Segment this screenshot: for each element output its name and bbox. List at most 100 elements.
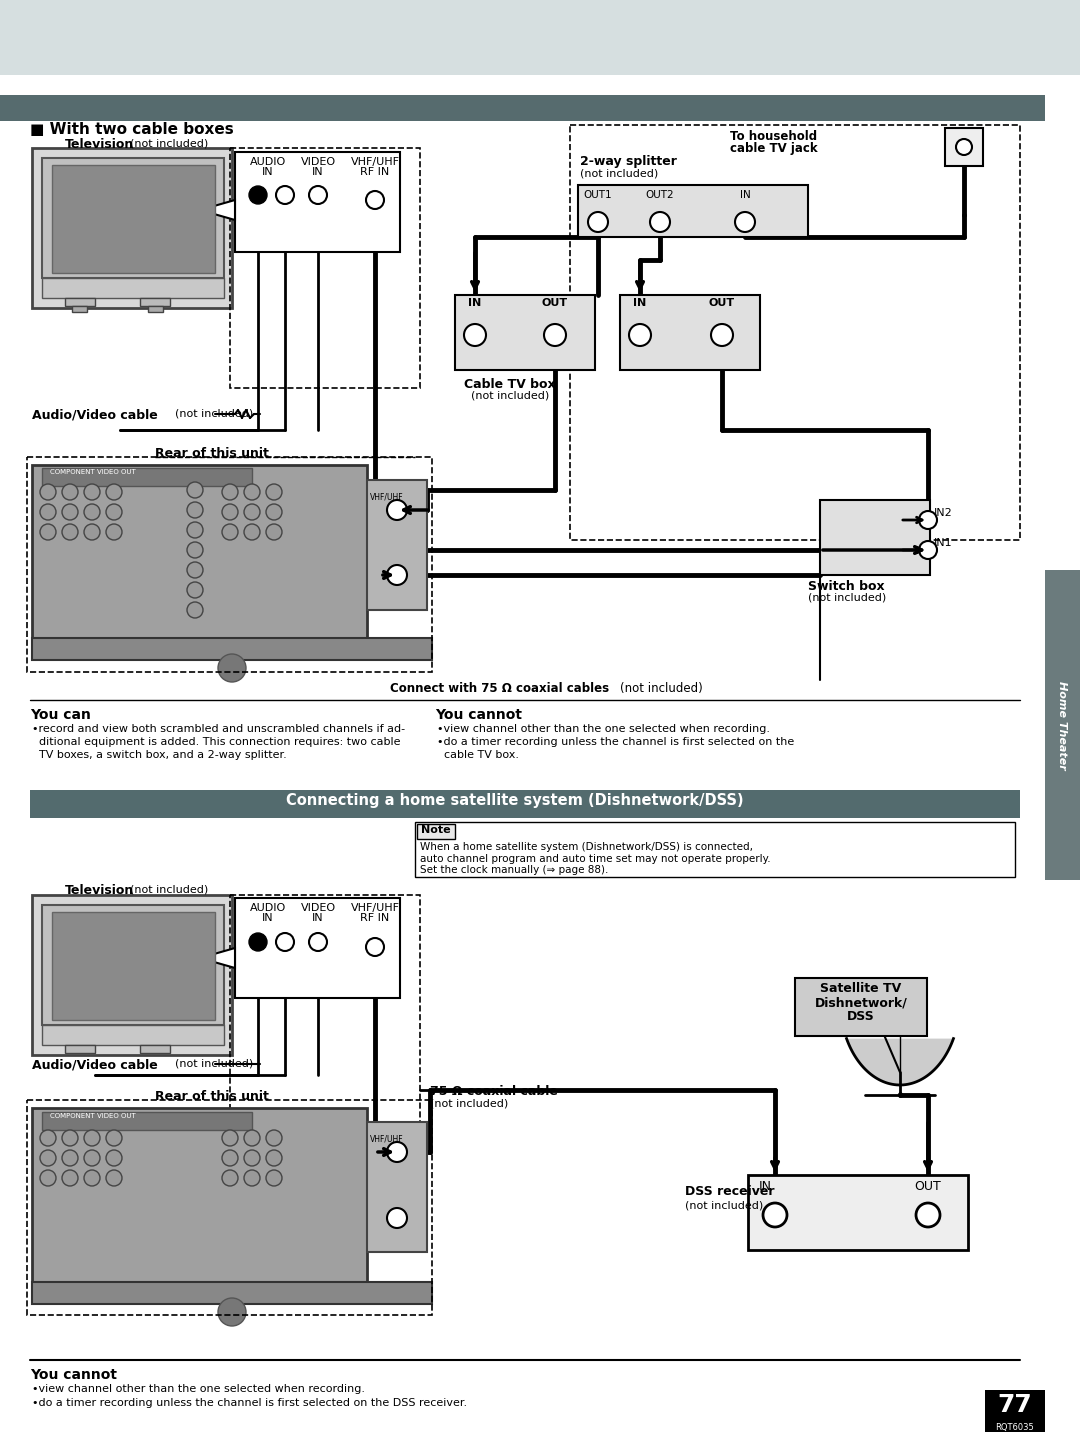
Bar	[578, 184, 808, 236]
Text: VIDEO: VIDEO	[300, 904, 336, 914]
Text: Television: Television	[65, 138, 134, 151]
Bar	[367, 1123, 427, 1252]
Circle shape	[956, 138, 972, 156]
Bar	[65, 1045, 95, 1053]
Circle shape	[106, 1170, 122, 1186]
Text: OUT: OUT	[915, 1180, 942, 1193]
Circle shape	[711, 324, 733, 346]
Circle shape	[266, 525, 282, 540]
Text: Switch box: Switch box	[808, 579, 885, 594]
Bar	[32, 638, 432, 660]
Bar	[42, 468, 252, 486]
Text: When a home satellite system (Dishnetwork/DSS) is connected,
auto channel progra: When a home satellite system (Dishnetwor…	[420, 842, 771, 875]
Circle shape	[40, 484, 56, 500]
Text: COMPONENT VIDEO OUT: COMPONENT VIDEO OUT	[50, 1112, 136, 1120]
Bar	[32, 148, 232, 308]
Circle shape	[387, 1143, 407, 1161]
Text: RF IN: RF IN	[361, 167, 390, 177]
Circle shape	[222, 1150, 238, 1166]
Bar	[230, 148, 420, 388]
Text: Audio/Video cable: Audio/Video cable	[32, 408, 158, 421]
Circle shape	[244, 484, 260, 500]
Text: COMPONENT VIDEO OUT: COMPONENT VIDEO OUT	[50, 468, 136, 476]
Circle shape	[735, 212, 755, 232]
Bar	[0, 0, 1080, 75]
Bar	[945, 128, 983, 166]
Circle shape	[187, 501, 203, 517]
Text: You cannot: You cannot	[435, 708, 522, 722]
Bar	[985, 1391, 1045, 1432]
Text: IN: IN	[312, 914, 324, 924]
Text: AUDIO: AUDIO	[249, 157, 286, 167]
Text: Connecting a home satellite system (Dishnetwork/DSS): Connecting a home satellite system (Dish…	[286, 793, 744, 808]
Circle shape	[387, 500, 407, 520]
Circle shape	[84, 1150, 100, 1166]
Circle shape	[84, 504, 100, 520]
Text: RF IN: RF IN	[361, 914, 390, 924]
Circle shape	[84, 1130, 100, 1146]
Circle shape	[916, 1203, 940, 1226]
Bar	[32, 1108, 367, 1282]
Bar	[140, 1045, 170, 1053]
Circle shape	[106, 1150, 122, 1166]
Circle shape	[187, 542, 203, 558]
Circle shape	[218, 654, 246, 682]
Text: Home Theater: Home Theater	[1057, 680, 1067, 769]
Text: •do a timer recording unless the channel is first selected on the: •do a timer recording unless the channel…	[437, 736, 794, 746]
Circle shape	[40, 1170, 56, 1186]
Bar	[30, 790, 1020, 818]
Text: 75 Ω coaxial cable: 75 Ω coaxial cable	[430, 1085, 558, 1098]
Circle shape	[187, 602, 203, 618]
Bar	[52, 912, 215, 1020]
Bar	[235, 151, 400, 252]
Circle shape	[40, 1150, 56, 1166]
Text: Connect with 75 Ω coaxial cables: Connect with 75 Ω coaxial cables	[391, 682, 609, 695]
Text: TV boxes, a switch box, and a 2-way splitter.: TV boxes, a switch box, and a 2-way spli…	[32, 749, 287, 759]
Circle shape	[40, 504, 56, 520]
Circle shape	[762, 1203, 787, 1226]
Polygon shape	[847, 1039, 954, 1085]
Text: DSS: DSS	[847, 1010, 875, 1023]
Text: (not included): (not included)	[808, 594, 887, 602]
Circle shape	[40, 525, 56, 540]
Circle shape	[266, 1130, 282, 1146]
Bar	[417, 824, 455, 839]
Text: (not included): (not included)	[580, 169, 658, 179]
Text: (not included): (not included)	[130, 138, 208, 148]
Text: (not included): (not included)	[175, 408, 253, 418]
Bar	[42, 1112, 252, 1130]
Text: IN1: IN1	[934, 537, 953, 548]
Bar	[570, 125, 1020, 540]
Text: DSS receiver: DSS receiver	[685, 1185, 774, 1197]
Text: (not included): (not included)	[620, 682, 703, 695]
Text: Dishnetwork/: Dishnetwork/	[814, 996, 907, 1009]
Bar	[140, 298, 170, 305]
Circle shape	[366, 938, 384, 955]
Text: Rear of this unit: Rear of this unit	[156, 447, 269, 460]
Circle shape	[244, 1130, 260, 1146]
Circle shape	[276, 932, 294, 951]
Circle shape	[919, 540, 937, 559]
Text: IN2: IN2	[934, 509, 953, 517]
Bar	[27, 457, 432, 672]
Text: (not included): (not included)	[430, 1098, 509, 1108]
Circle shape	[266, 1150, 282, 1166]
Circle shape	[62, 504, 78, 520]
Bar	[42, 159, 224, 278]
Text: To household: To household	[730, 130, 818, 143]
Text: •view channel other than the one selected when recording.: •view channel other than the one selecte…	[32, 1383, 365, 1393]
Text: IN: IN	[758, 1180, 771, 1193]
Text: IN: IN	[312, 167, 324, 177]
Circle shape	[387, 1208, 407, 1228]
Circle shape	[106, 484, 122, 500]
Circle shape	[62, 484, 78, 500]
Circle shape	[106, 1130, 122, 1146]
Circle shape	[266, 504, 282, 520]
Text: VHF/UHF: VHF/UHF	[370, 1136, 404, 1144]
Text: •record and view both scrambled and unscrambled channels if ad-: •record and view both scrambled and unsc…	[32, 723, 405, 733]
Circle shape	[222, 504, 238, 520]
Text: VHF/UHF: VHF/UHF	[351, 904, 400, 914]
Circle shape	[464, 324, 486, 346]
Text: Rear of this unit: Rear of this unit	[156, 1089, 269, 1102]
Bar	[72, 305, 87, 313]
